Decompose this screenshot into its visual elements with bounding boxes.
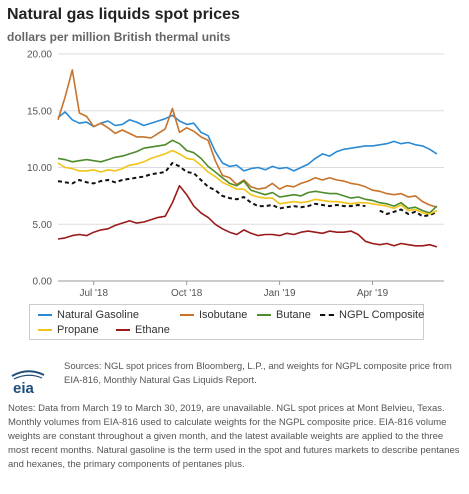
eia-logo-text: eia: [13, 380, 35, 396]
y-tick-label: 15.00: [27, 106, 52, 117]
series-line-natural-gasoline: [57, 111, 438, 172]
legend-item-propane: Propane: [38, 324, 99, 336]
chart-subtitle: dollars per million British thermal unit…: [7, 30, 231, 44]
legend-swatch-isobutane: [180, 314, 194, 316]
series-line-ngpl-composite: [57, 162, 366, 210]
chart-title: Natural gas liquids spot prices: [7, 6, 240, 23]
x-tick-label: Jul '18: [79, 288, 108, 299]
legend-label-isobutane: Isobutane: [199, 309, 248, 321]
legend-item-isobutane: Isobutane: [180, 309, 247, 321]
series-line-butane: [57, 139, 438, 214]
legend-item-natural-gasoline: Natural Gasoline: [38, 309, 139, 321]
y-tick-label: 20.00: [27, 50, 52, 61]
legend-item-ngpl-composite: NGPL Composite: [320, 309, 424, 321]
legend-item-butane: Butane: [257, 309, 311, 321]
chart-legend: Natural Gasoline Isobutane Butane NGPL C…: [29, 304, 424, 340]
legend-label-ethane: Ethane: [135, 324, 170, 336]
x-tick-label: Oct '18: [171, 288, 203, 299]
x-tick-label: Jan '19: [264, 288, 296, 299]
legend-item-ethane: Ethane: [116, 324, 170, 336]
legend-label-natural-gasoline: Natural Gasoline: [57, 309, 139, 321]
legend-label-ngpl-composite: NGPL Composite: [339, 309, 425, 321]
legend-swatch-butane: [257, 314, 271, 316]
series-line-ngpl-composite: [379, 208, 438, 218]
legend-label-butane: Butane: [276, 309, 311, 321]
series-line-propane: [57, 149, 438, 215]
y-tick-label: 5.00: [33, 220, 53, 231]
legend-label-propane: Propane: [57, 324, 99, 336]
eia-logo-icon: eia: [11, 370, 45, 396]
legend-swatch-propane: [38, 329, 52, 331]
x-tick-label: Apr '19: [357, 288, 389, 299]
source-note: Sources: NGL spot prices from Bloomberg,…: [64, 361, 452, 386]
legend-swatch-ngpl-composite: [320, 314, 334, 316]
chart-plot: 0.00 5.00 10.00 15.00 20.00 Jul '18 Oct '18 Jan…: [27, 50, 444, 299]
chart-notes: Notes: Data from March 19 to March 30, 2…: [8, 403, 460, 470]
legend-swatch-natural-gasoline: [38, 314, 52, 316]
y-tick-label: 0.00: [33, 277, 53, 288]
y-tick-label: 10.00: [27, 163, 52, 174]
legend-swatch-ethane: [116, 329, 130, 331]
series-line-ethane: [57, 184, 438, 248]
series-line-isobutane: [57, 69, 438, 208]
